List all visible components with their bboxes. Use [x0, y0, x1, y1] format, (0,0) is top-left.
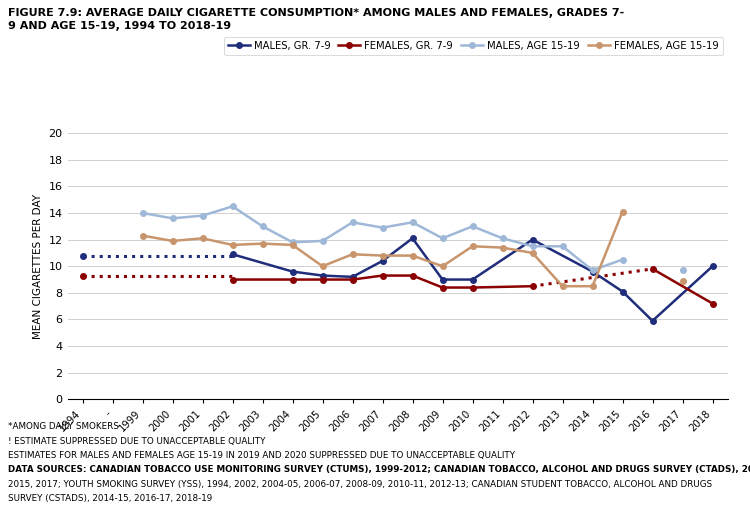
- Legend: MALES, GR. 7-9, FEMALES, GR. 7-9, MALES, AGE 15-19, FEMALES, AGE 15-19: MALES, GR. 7-9, FEMALES, GR. 7-9, MALES,…: [224, 37, 722, 55]
- Text: ESTIMATES FOR MALES AND FEMALES AGE 15-19 IN 2019 AND 2020 SUPPRESSED DUE TO UNA: ESTIMATES FOR MALES AND FEMALES AGE 15-1…: [8, 451, 514, 460]
- Text: SURVEY (CSTADS), 2014-15, 2016-17, 2018-19: SURVEY (CSTADS), 2014-15, 2016-17, 2018-…: [8, 494, 211, 503]
- Text: FIGURE 7.9: AVERAGE DAILY CIGARETTE CONSUMPTION* AMONG MALES AND FEMALES, GRADES: FIGURE 7.9: AVERAGE DAILY CIGARETTE CONS…: [8, 8, 624, 31]
- Text: ! ESTIMATE SUPPRESSED DUE TO UNACCEPTABLE QUALITY: ! ESTIMATE SUPPRESSED DUE TO UNACCEPTABL…: [8, 437, 265, 446]
- Text: *AMONG DAILY SMOKERS: *AMONG DAILY SMOKERS: [8, 422, 118, 432]
- Text: 2015, 2017; YOUTH SMOKING SURVEY (YSS), 1994, 2002, 2004-05, 2006-07, 2008-09, 2: 2015, 2017; YOUTH SMOKING SURVEY (YSS), …: [8, 480, 712, 489]
- Y-axis label: MEAN CIGARETTES PER DAY: MEAN CIGARETTES PER DAY: [33, 194, 43, 339]
- Text: DATA SOURCES: CANADIAN TOBACCO USE MONITORING SURVEY (CTUMS), 1999-2012; CANADIA: DATA SOURCES: CANADIAN TOBACCO USE MONIT…: [8, 465, 750, 475]
